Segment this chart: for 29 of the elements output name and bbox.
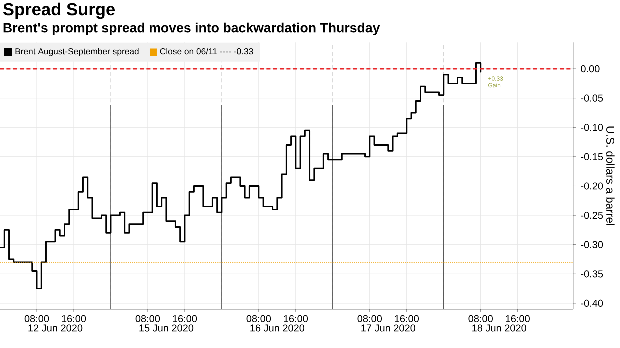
y-tick-label: -0.25 bbox=[581, 212, 604, 220]
x-tick-label: 16:00 bbox=[506, 315, 530, 322]
x-tick-label: 16:00 bbox=[173, 315, 198, 322]
x-tick-label: 16:00 bbox=[284, 315, 308, 322]
y-tick-label: -0.10 bbox=[581, 124, 604, 132]
chart-title: Spread Surge bbox=[3, 2, 116, 20]
y-tick-label: -0.15 bbox=[581, 153, 604, 160]
x-tick-label: 08:00 bbox=[24, 315, 50, 322]
chart-subtitle: Brent's prompt spread moves into backwardation Thursday bbox=[4, 22, 380, 36]
y-tick-label: -0.30 bbox=[581, 241, 604, 248]
x-tick-label: 16 Jun 2020 bbox=[250, 324, 305, 332]
x-tick-label: 08:00 bbox=[136, 315, 160, 322]
y-tick-label: -0.05 bbox=[581, 94, 604, 102]
x-tick-label: 18 Jun 2020 bbox=[472, 324, 526, 332]
x-tick-label: 08:00 bbox=[468, 315, 493, 322]
legend-label: Brent August-September spread bbox=[16, 48, 139, 56]
x-tick-label: 17 Jun 2020 bbox=[362, 324, 416, 332]
x-tick-label: 08:00 bbox=[246, 315, 272, 322]
x-tick-label: 15 Jun 2020 bbox=[140, 324, 194, 332]
x-tick-label: 16:00 bbox=[62, 315, 86, 322]
x-tick-label: 12 Jun 2020 bbox=[28, 324, 83, 332]
y-tick-label: -0.35 bbox=[581, 270, 604, 278]
y-tick-label: -0.40 bbox=[581, 300, 604, 308]
y-tick-label: 0.00 bbox=[581, 65, 600, 73]
y-axis-title: U.S. dollars a barrel bbox=[606, 126, 615, 226]
x-tick-label: 16:00 bbox=[395, 315, 419, 322]
y-tick-label: -0.20 bbox=[581, 182, 604, 190]
x-tick-label: 08:00 bbox=[358, 315, 382, 322]
legend-label: Close on 06/11 ---- -0.33 bbox=[160, 48, 254, 55]
